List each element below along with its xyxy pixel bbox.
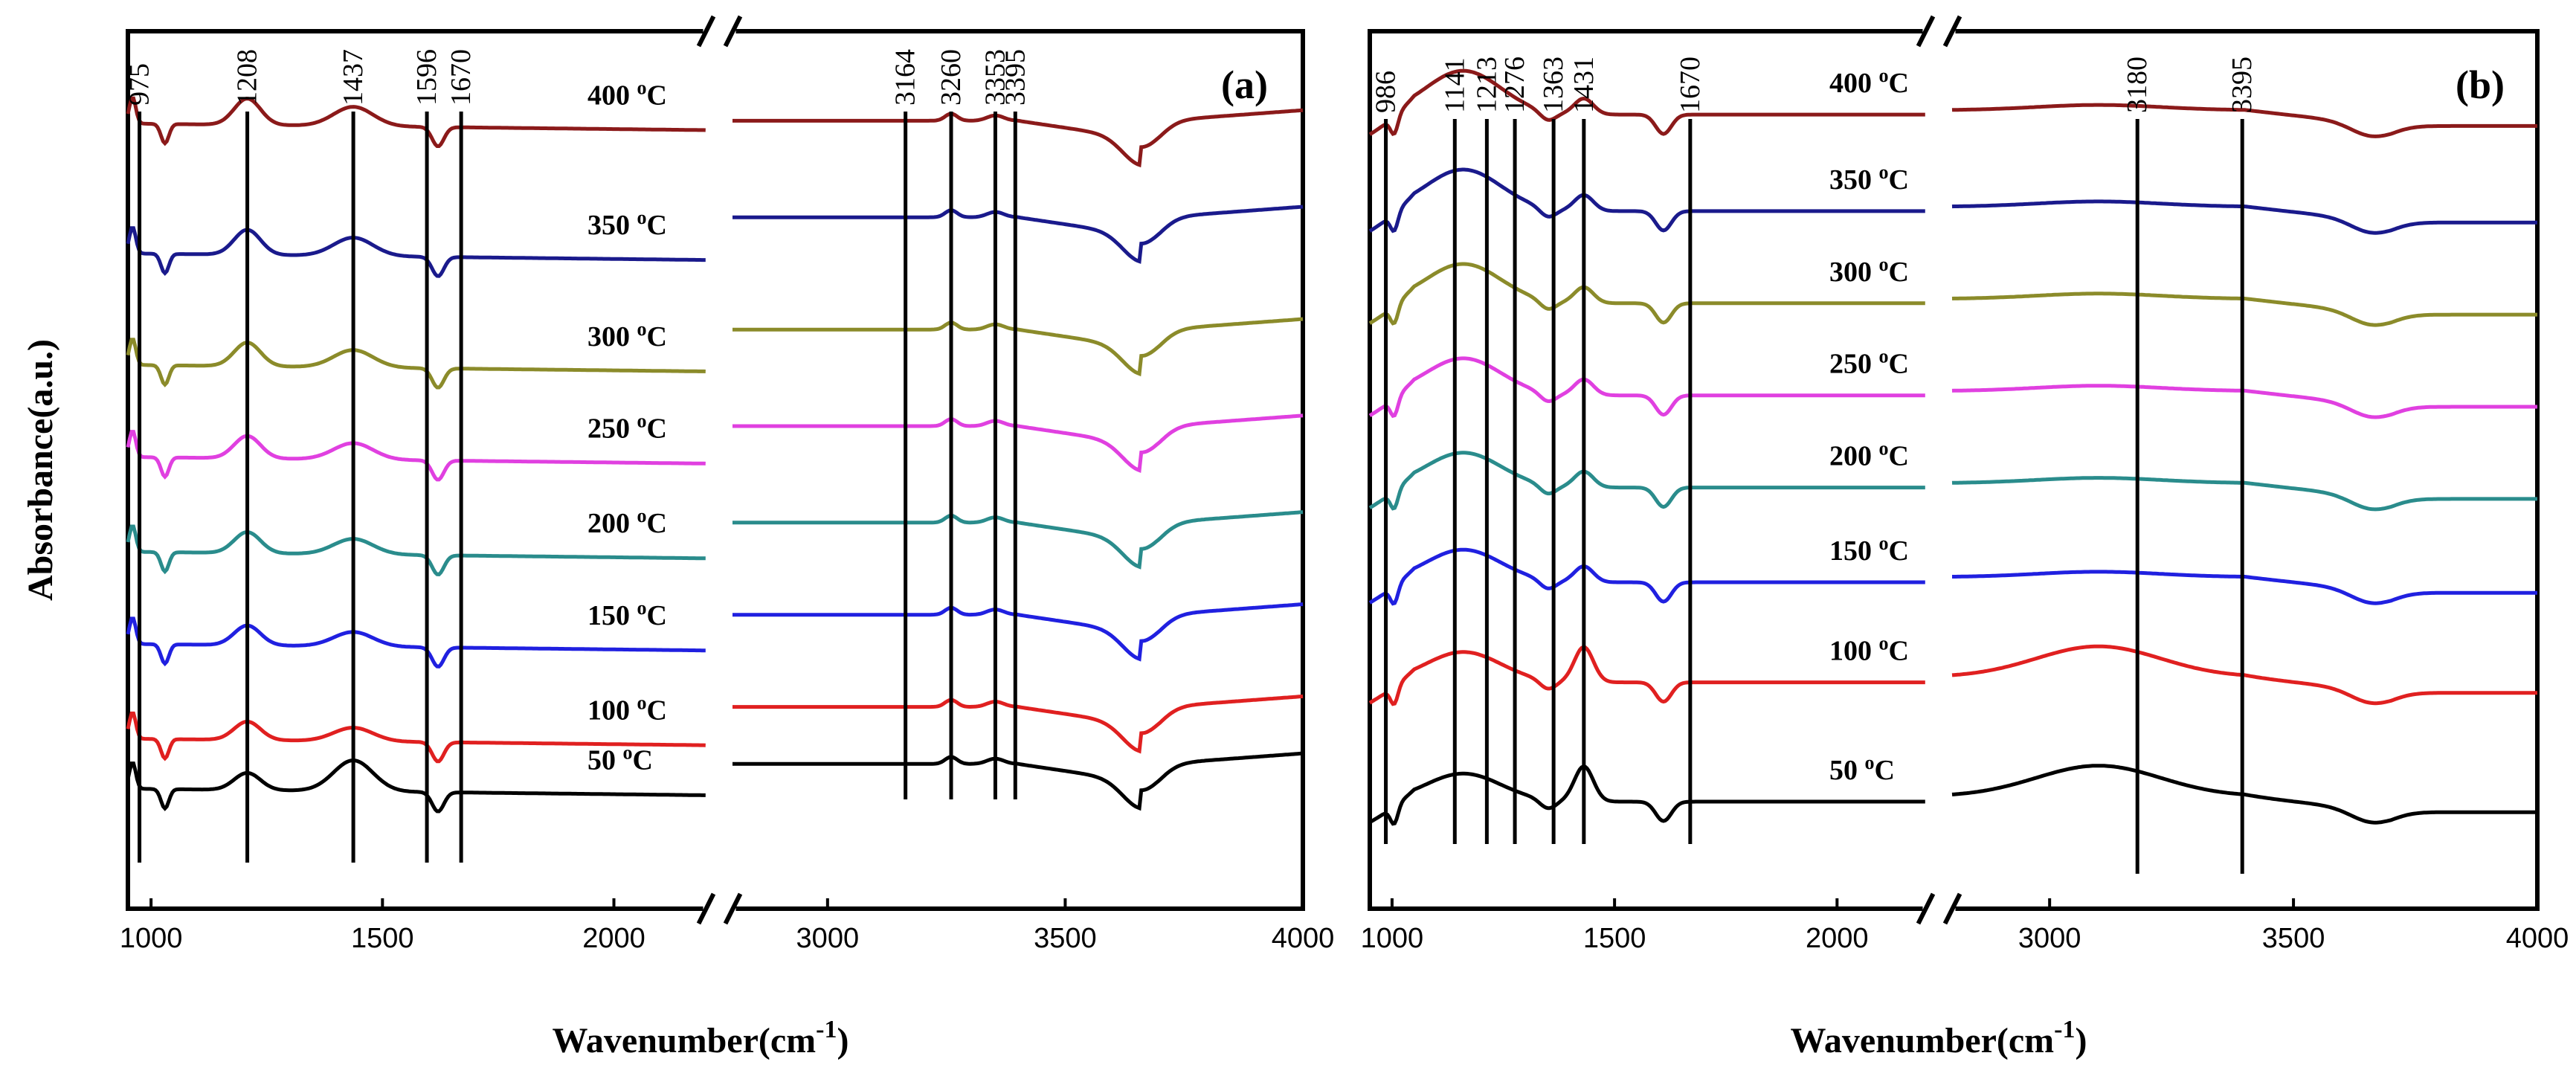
y-axis-title: Absorbance(a.u.) — [21, 339, 60, 601]
x-tick-label: 3000 — [2018, 923, 2081, 954]
plot-frame — [1368, 29, 2540, 911]
series-label-400: 400 oC — [587, 77, 667, 111]
spectrum-line-high-350 — [732, 204, 1304, 264]
spectrum-line-high-100 — [1951, 644, 2537, 706]
axis-break-mark — [696, 892, 716, 925]
axis-break-mark — [696, 15, 716, 48]
axis-break-mark — [1916, 15, 1936, 48]
series-label-150: 150 oC — [1829, 532, 1909, 567]
series-label-250: 250 oC — [1829, 346, 1909, 380]
axis-break-mark — [723, 892, 743, 925]
panel-label: (b) — [2456, 62, 2505, 107]
spectrum-line-low-200 — [126, 524, 706, 576]
spectrum-line-high-300 — [732, 317, 1304, 377]
series-label-250: 250 oC — [587, 410, 667, 445]
series-label-200: 200 oC — [1829, 438, 1909, 472]
plot-frame — [126, 29, 1305, 911]
spectrum-line-low-400 — [126, 96, 706, 148]
series-label-100: 100 oC — [1829, 633, 1909, 667]
panel-a: 1000 1500 2000 3000 3500 4000 400 oC 350 oC 300 … — [21, 15, 1335, 1060]
peak-label-1208: 1208 — [232, 49, 263, 106]
axis-break-mark — [1942, 892, 1962, 925]
peak-label-3180: 3180 — [2122, 57, 2153, 113]
spectrum-line-low-300 — [1368, 262, 1925, 326]
spectrum-line-low-400 — [1368, 68, 1925, 136]
series-label-350: 350 oC — [1829, 161, 1909, 196]
spectrum-line-low-300 — [126, 338, 706, 390]
peak-label-1213: 1213 — [1471, 57, 1502, 113]
x-axis-title: Wavenumber(cm-1) — [553, 1016, 849, 1060]
x-tick-label: 1500 — [351, 923, 414, 954]
spectrum-line-high-200 — [1951, 476, 2537, 512]
series-label-350: 350 oC — [587, 207, 667, 241]
x-tick-label: 3500 — [2262, 923, 2325, 954]
x-tick-label: 1000 — [120, 923, 183, 954]
x-axis-title: Wavenumber(cm-1) — [1791, 1016, 2087, 1060]
peak-label-1670: 1670 — [445, 49, 477, 106]
spectrum-line-low-250 — [126, 430, 706, 482]
series-label-200: 200 oC — [587, 505, 667, 539]
peak-label-1276: 1276 — [1499, 57, 1530, 113]
peak-label-1670: 1670 — [1675, 57, 1706, 113]
spectrum-line-high-250 — [1951, 384, 2537, 419]
spectrum-line-high-150 — [732, 602, 1304, 662]
x-tick-label: 3000 — [796, 923, 860, 954]
peak-label-1363: 1363 — [1538, 57, 1569, 113]
spectrum-line-high-150 — [1952, 570, 2537, 605]
x-tick-label: 4000 — [2506, 923, 2569, 954]
x-tick-label: 1000 — [1361, 923, 1424, 954]
peak-label-3164: 3164 — [890, 49, 921, 106]
series-label-300: 300 oC — [587, 318, 667, 352]
spectrum-line-high-50 — [1951, 764, 2537, 825]
peak-label-3395: 3395 — [999, 49, 1031, 106]
peak-label-3353: 3353 — [979, 49, 1011, 106]
peak-label-1431: 1431 — [1568, 57, 1600, 113]
peak-label-1596: 1596 — [411, 49, 442, 106]
spectrum-line-low-100 — [1368, 645, 1925, 706]
spectrum-line-low-50 — [126, 758, 706, 814]
series-label-100: 100 oC — [587, 692, 667, 726]
x-tick-label: 2000 — [1806, 923, 1869, 954]
series-label-50: 50 oC — [1829, 752, 1895, 786]
spectrum-line-low-350 — [1368, 167, 1925, 233]
spectrum-line-low-50 — [1368, 764, 1925, 826]
axis-break-mark — [1942, 15, 1962, 48]
x-tick-label: 4000 — [1272, 923, 1335, 954]
x-tick-label: 2000 — [582, 923, 645, 954]
peak-label-1437: 1437 — [338, 49, 369, 106]
x-tick-label: 1500 — [1583, 923, 1646, 954]
series-label-150: 150 oC — [587, 597, 667, 631]
spectrum-line-high-350 — [1951, 199, 2537, 235]
axis-break-mark — [723, 15, 743, 48]
peak-label-975: 975 — [124, 63, 155, 106]
series-label-300: 300 oC — [1829, 254, 1909, 288]
spectrum-line-high-100 — [732, 694, 1304, 754]
spectrum-line-high-300 — [1951, 292, 2537, 327]
spectrum-line-low-150 — [1368, 547, 1925, 606]
spectrum-line-low-200 — [1368, 451, 1925, 511]
series-label-50: 50 oC — [587, 742, 653, 776]
panel-b: 1000 1500 2000 3000 3500 4000 400 oC 350 oC 300 … — [1361, 15, 2569, 1060]
spectrum-line-low-350 — [126, 226, 706, 278]
peak-label-3395: 3395 — [2226, 57, 2258, 113]
axis-break-mark — [1916, 892, 1936, 925]
spectrum-line-high-400 — [732, 108, 1304, 168]
spectrum-line-low-250 — [1368, 356, 1925, 419]
panel-label: (a) — [1221, 62, 1268, 107]
series-label-400: 400 oC — [1829, 65, 1909, 99]
spectrum-line-high-250 — [732, 413, 1304, 473]
x-tick-label: 3500 — [1034, 923, 1097, 954]
spectrum-line-high-200 — [732, 510, 1304, 570]
peak-label-986: 986 — [1371, 71, 1402, 113]
spectrum-line-low-150 — [126, 616, 706, 669]
peak-label-1141: 1141 — [1439, 57, 1470, 113]
spectrum-line-low-100 — [126, 711, 706, 764]
peak-label-3260: 3260 — [936, 49, 967, 106]
spectrum-line-high-400 — [1951, 103, 2537, 138]
spectrum-line-high-50 — [732, 751, 1304, 811]
